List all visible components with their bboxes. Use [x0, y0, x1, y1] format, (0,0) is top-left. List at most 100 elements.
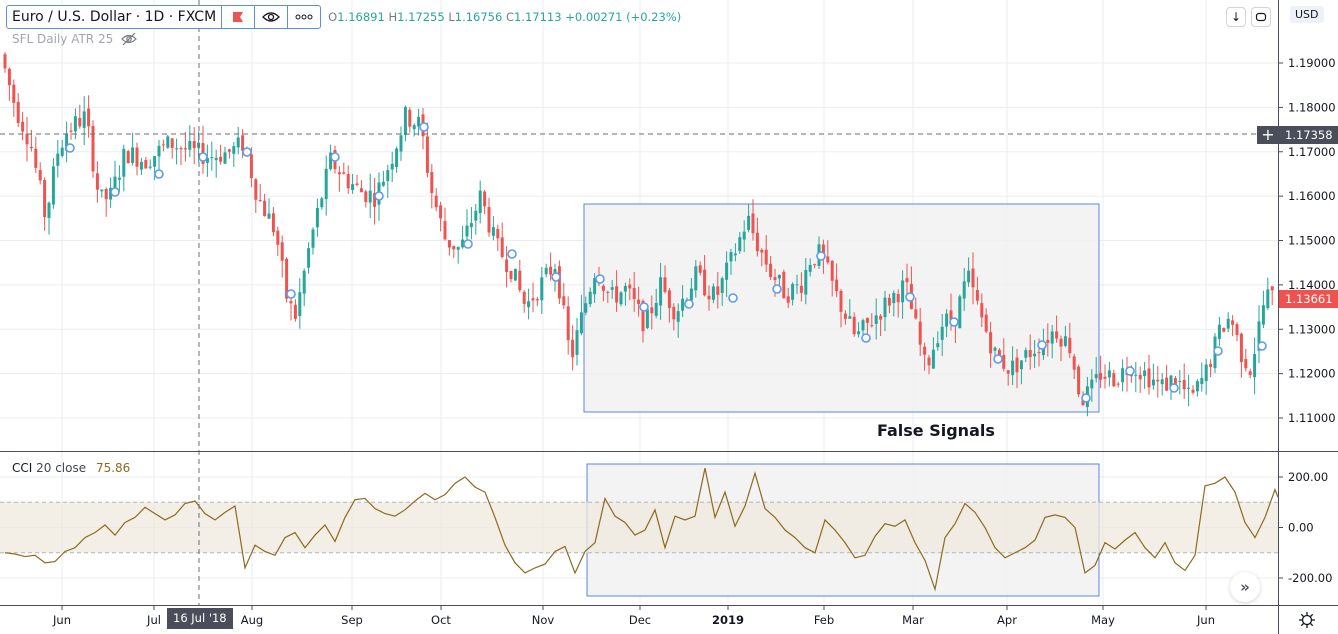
candle-body — [434, 195, 438, 208]
settings-button[interactable] — [1297, 610, 1317, 630]
candle-body — [703, 269, 707, 296]
candle-body — [711, 286, 715, 300]
candle-body — [883, 297, 887, 318]
candle-body — [1072, 356, 1076, 370]
currency-label[interactable]: USD — [1290, 6, 1324, 23]
scroll-to-realtime-button[interactable]: » — [1230, 572, 1260, 602]
candle-body — [808, 264, 812, 272]
candle-body — [276, 230, 280, 245]
candle-body — [751, 213, 755, 234]
candle-body — [1187, 387, 1191, 389]
candle-body — [905, 278, 909, 283]
candle-body — [1209, 363, 1213, 367]
time-axis-label: Mar — [902, 613, 924, 627]
candle-body — [443, 221, 447, 240]
signal-marker — [905, 292, 915, 302]
candle-body — [153, 156, 157, 167]
candle-body — [1222, 327, 1226, 332]
candle-body — [1103, 376, 1107, 379]
candle-body — [439, 205, 443, 219]
candle-body — [329, 152, 333, 170]
flag-icon — [233, 12, 244, 22]
flag-button[interactable] — [221, 6, 254, 28]
candle-body — [870, 325, 874, 327]
signal-marker — [286, 289, 296, 299]
candle-body — [1107, 370, 1111, 378]
candle-body — [518, 270, 522, 291]
candle-body — [773, 277, 777, 281]
down-arrow-icon: ↓ — [1230, 10, 1242, 24]
price-axis-label: 1.15000 — [1288, 234, 1336, 248]
candle-body — [1182, 379, 1186, 390]
candle-body — [606, 291, 610, 293]
visibility-button[interactable] — [254, 6, 287, 28]
candle-body — [940, 326, 944, 340]
candle-body — [447, 240, 451, 248]
candle-body — [632, 288, 636, 299]
candle-body — [381, 181, 385, 186]
close-label: C — [505, 10, 514, 24]
candle-body — [1257, 321, 1261, 351]
price-axis-label: 1.18000 — [1288, 100, 1336, 114]
signal-marker — [949, 317, 959, 327]
candle-body — [962, 281, 966, 299]
candle-body — [553, 269, 557, 276]
time-axis-label: Apr — [997, 613, 1017, 627]
fullscreen-button[interactable] — [1251, 7, 1271, 27]
candle-body — [791, 283, 795, 300]
candle-body — [1002, 354, 1006, 369]
candle-body — [56, 153, 60, 166]
candle-body — [628, 284, 632, 289]
symbol-title[interactable]: Euro / U.S. Dollar · 1D · FXCM — [12, 9, 217, 25]
signal-marker — [330, 152, 340, 162]
candle-body — [430, 172, 434, 194]
symbol-box[interactable]: Euro / U.S. Dollar · 1D · FXCM — [6, 5, 322, 29]
candle-body — [1134, 374, 1138, 376]
candle-body — [337, 172, 341, 175]
candle-body — [1253, 353, 1257, 378]
atr-indicator-legend[interactable]: SFL Daily ATR 25 — [12, 32, 138, 46]
scroll-down-button[interactable]: ↓ — [1226, 7, 1246, 27]
candle-body — [117, 177, 121, 180]
time-axis-label: Jul — [146, 613, 161, 627]
symbol-legend: Euro / U.S. Dollar · 1D · FXCM O1.16891 … — [6, 5, 681, 29]
candle-body — [1204, 364, 1208, 382]
last-price-tag: 1.13661 — [1279, 290, 1338, 308]
add-alert-plus-icon[interactable]: + — [1257, 126, 1279, 144]
candle-body — [1138, 374, 1142, 380]
candle-body — [38, 170, 42, 181]
candle-body — [777, 275, 781, 279]
candle-body — [901, 280, 905, 303]
candle-body — [579, 312, 583, 334]
false-signals-annotation[interactable]: False Signals — [877, 421, 995, 440]
candle-body — [1050, 331, 1054, 344]
candle-body — [786, 296, 790, 303]
candle-body — [698, 265, 702, 273]
candle-body — [395, 148, 399, 168]
candle-body — [320, 198, 324, 208]
candle-body — [1200, 377, 1204, 385]
signal-marker — [507, 249, 517, 259]
candle-body — [522, 291, 526, 304]
more-button[interactable] — [287, 6, 320, 28]
close-value: 1.17113 — [514, 10, 562, 24]
candle-body — [122, 148, 126, 177]
candle-body — [412, 125, 416, 130]
candle-body — [249, 154, 253, 179]
candle-body — [795, 284, 799, 286]
candle-body — [1178, 380, 1182, 382]
candle-body — [346, 173, 350, 189]
candle-body — [315, 207, 319, 228]
price-axis-label: 1.13000 — [1288, 322, 1336, 336]
candle-body — [725, 262, 729, 280]
hidden-eye-icon[interactable] — [121, 32, 138, 46]
candle-body — [1121, 368, 1125, 383]
candle-body — [1077, 366, 1081, 395]
signal-marker — [419, 122, 429, 132]
cci-legend[interactable]: CCI 20 close 75.86 — [12, 461, 130, 475]
signal-marker — [993, 354, 1003, 364]
candle-body — [1231, 320, 1235, 325]
open-value: 1.16891 — [337, 10, 385, 24]
candle-body — [637, 299, 641, 305]
